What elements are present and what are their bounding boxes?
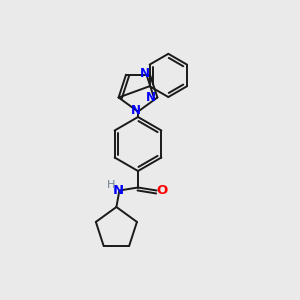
Text: O: O (156, 184, 168, 197)
Text: H: H (107, 179, 115, 190)
Text: N: N (140, 67, 150, 80)
Text: N: N (112, 184, 124, 197)
Text: N: N (146, 91, 156, 104)
Text: N: N (130, 104, 141, 117)
